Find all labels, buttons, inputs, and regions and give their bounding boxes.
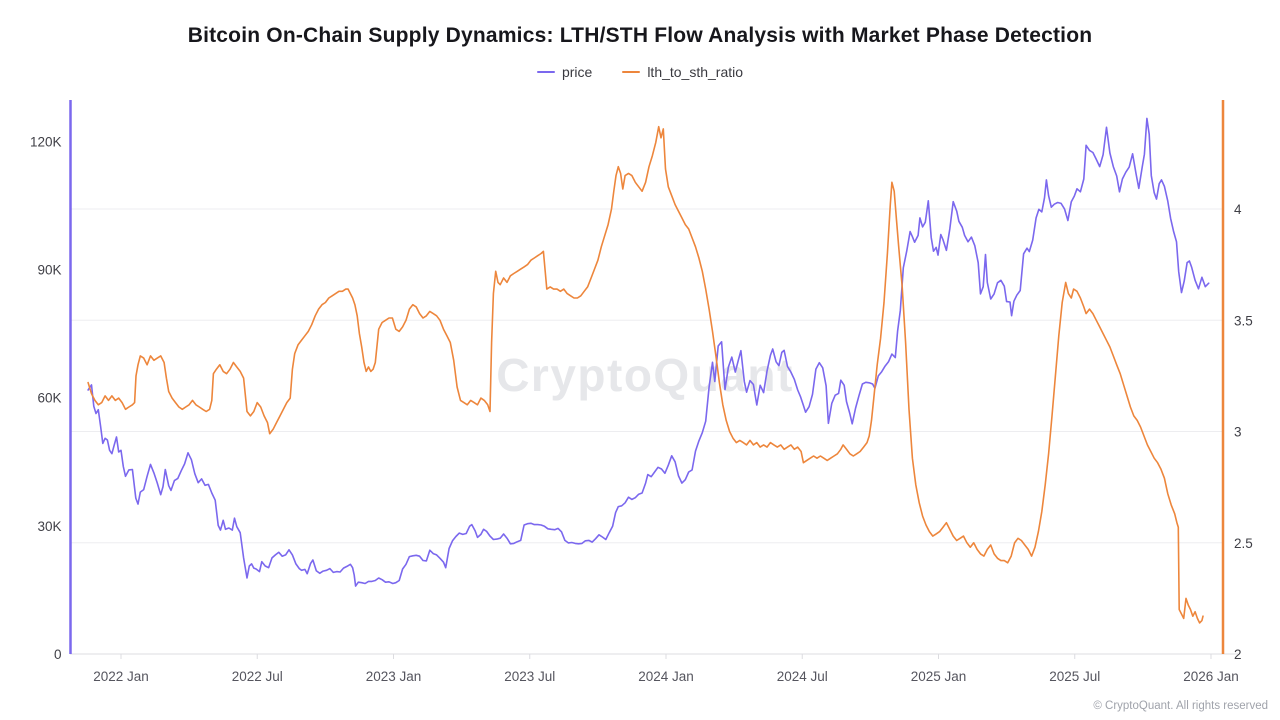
y-left-tick-label: 90K <box>37 263 61 278</box>
legend: price lth_to_sth_ratio <box>0 64 1280 80</box>
x-axis-tick-label: 2024 Jul <box>777 669 828 684</box>
x-axis-tick-label: 2022 Jan <box>93 669 149 684</box>
x-axis-tick-label: 2024 Jan <box>638 669 694 684</box>
y-left-tick-label: 0 <box>54 647 62 662</box>
price-line-swatch-icon <box>536 71 555 73</box>
y-left-tick-label: 120K <box>30 134 62 149</box>
x-axis-tick-label: 2023 Jan <box>366 669 422 684</box>
price-line[interactable] <box>87 117 1210 587</box>
ratio-line-swatch-icon <box>622 71 641 73</box>
legend-item-price[interactable]: price <box>536 64 593 80</box>
legend-item-lth-to-sth-ratio[interactable]: lth_to_sth_ratio <box>622 64 743 80</box>
x-axis-tick-label: 2025 Jul <box>1049 669 1100 684</box>
x-axis-tick-label: 2026 Jan <box>1183 669 1239 684</box>
y-right-tick-label: 3.5 <box>1234 313 1253 328</box>
copyright-notice: © CryptoQuant. All rights reserved <box>1093 700 1268 712</box>
y-right-tick-label: 3 <box>1234 425 1242 440</box>
lth_to_sth_ratio-line[interactable] <box>87 125 1204 624</box>
y-left-tick-label: 60K <box>37 391 61 406</box>
y-right-tick-label: 2.5 <box>1234 536 1253 551</box>
chart-title: Bitcoin On-Chain Supply Dynamics: LTH/ST… <box>187 24 1093 47</box>
y-right-tick-label: 4 <box>1234 202 1242 217</box>
x-axis-tick-label: 2022 Jul <box>232 669 283 684</box>
y-left-tick-label: 30K <box>37 519 61 534</box>
x-axis-tick-label: 2023 Jul <box>504 669 555 684</box>
x-axis-tick-label: 2025 Jan <box>911 669 967 684</box>
legend-label-price: price <box>561 64 593 80</box>
y-right-tick-label: 2 <box>1234 647 1242 662</box>
legend-label-lth-to-sth-ratio: lth_to_sth_ratio <box>647 64 744 80</box>
